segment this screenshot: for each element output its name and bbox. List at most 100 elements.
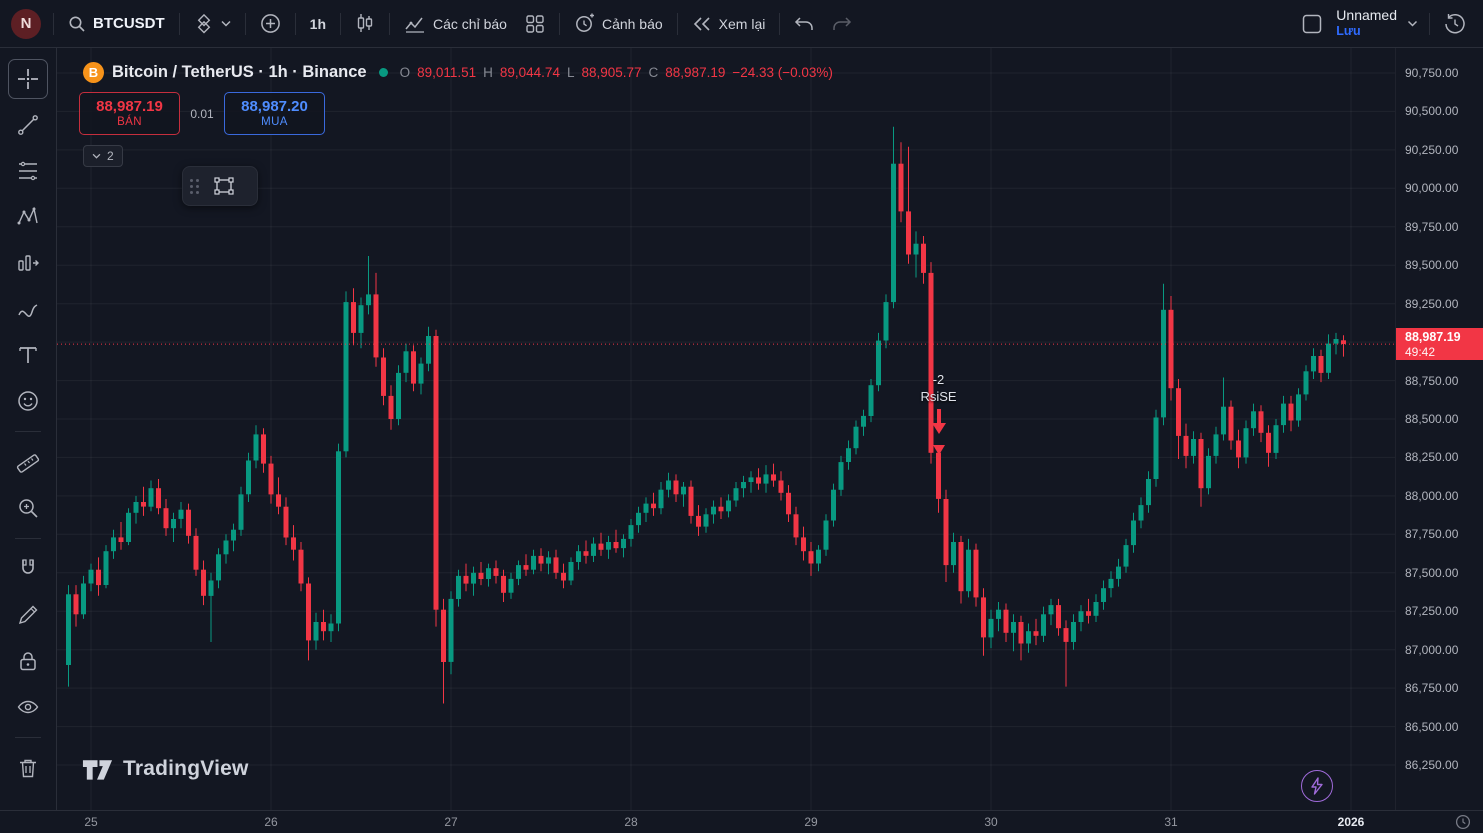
crosshair-tool[interactable]: [8, 59, 48, 99]
save-layout-button[interactable]: Lưu: [1336, 24, 1361, 39]
price-tick-label: 90,250.00: [1405, 142, 1459, 157]
candlestick-chart[interactable]: [57, 48, 1395, 810]
chevron-down-icon: [1407, 20, 1418, 27]
sell-button[interactable]: 88,987.19 BÁN: [79, 92, 180, 135]
price-tick-label: 87,250.00: [1405, 604, 1459, 619]
drawing-mode-tool[interactable]: [8, 595, 48, 635]
current-price-label: 88,987.19 49:42: [1396, 328, 1483, 361]
market-status-dot[interactable]: [378, 68, 388, 77]
layout-history-button[interactable]: [1435, 7, 1475, 41]
interval-button[interactable]: 1h: [301, 7, 335, 41]
price-tick-label: 87,500.00: [1405, 565, 1459, 580]
emoji-tool[interactable]: [8, 381, 48, 421]
price-tick-label: 88,750.00: [1405, 373, 1459, 388]
buy-button[interactable]: 88,987.20 MUA: [224, 92, 325, 135]
price-tick-label: 86,750.00: [1405, 681, 1459, 696]
replay-rewind-icon: [692, 15, 712, 33]
divider: [15, 737, 41, 738]
alert-button[interactable]: Cảnh báo: [565, 7, 672, 41]
price-tick-label: 90,500.00: [1405, 104, 1459, 119]
hide-all-tool[interactable]: [8, 687, 48, 727]
time-tick-label: 25: [84, 815, 98, 829]
current-price-value: 88,987.19: [1405, 330, 1461, 345]
tradingview-logo[interactable]: TradingView: [81, 754, 249, 784]
price-tick-label: 89,500.00: [1405, 258, 1459, 273]
compare-add-button[interactable]: [251, 7, 290, 41]
price-tick-label: 88,250.00: [1405, 450, 1459, 465]
divider: [15, 431, 41, 432]
bitcoin-icon: B: [83, 62, 104, 83]
user-avatar[interactable]: N: [11, 8, 41, 39]
replay-button[interactable]: Xem lại: [683, 7, 775, 41]
low-label: L: [566, 65, 575, 80]
indicators-icon: [404, 14, 426, 34]
trendline-tool[interactable]: [8, 105, 48, 145]
close-value: 88,987.19: [665, 65, 726, 80]
alert-clock-icon: [574, 13, 595, 34]
divider: [15, 538, 41, 539]
close-label: C: [648, 65, 659, 80]
divider: [1429, 12, 1430, 35]
price-tick-label: 88,000.00: [1405, 488, 1459, 503]
divider: [244, 12, 246, 35]
pattern-xabcd-tool[interactable]: [8, 197, 48, 237]
grid-layout-icon: [525, 14, 545, 34]
drag-handle[interactable]: [183, 178, 205, 194]
candlestick-icon: [355, 13, 375, 35]
price-tick-label: 90,750.00: [1405, 66, 1459, 80]
magnet-tool[interactable]: [8, 549, 48, 589]
prediction-tool[interactable]: [8, 243, 48, 283]
legend-symbol-title[interactable]: Bitcoin / TetherUS · 1h · Binance: [112, 63, 367, 81]
high-value: 89,044.74: [499, 65, 560, 80]
divider: [340, 12, 342, 35]
lightning-button[interactable]: [1301, 770, 1333, 802]
price-tick-label: 86,500.00: [1405, 719, 1459, 734]
drawing-toolbar: [0, 48, 57, 810]
lightning-icon: [1311, 777, 1323, 795]
price-tick-label: 89,250.00: [1405, 296, 1459, 311]
rectangle-select-button[interactable]: [205, 169, 243, 203]
buy-price: 88,987.20: [241, 97, 308, 115]
diamond-icon: [194, 13, 214, 34]
chart-pane[interactable]: B Bitcoin / TetherUS · 1h · Binance O 89,…: [57, 48, 1395, 810]
tradingview-mark-icon: [82, 760, 113, 780]
chart-legend: B Bitcoin / TetherUS · 1h · Binance O 89,…: [83, 62, 833, 83]
chevron-down-icon: [221, 20, 231, 27]
zoom-tool[interactable]: [8, 488, 48, 528]
plus-circle-icon: [260, 13, 281, 34]
divider: [294, 12, 296, 35]
fib-retracement-tool[interactable]: [8, 151, 48, 191]
sell-price: 88,987.19: [96, 97, 163, 115]
lock-all-tool[interactable]: [8, 641, 48, 681]
history-clock-icon: [1444, 13, 1466, 35]
time-axis[interactable]: 25 26 27 28 29 30 31 2026: [0, 810, 1483, 833]
measure-ruler-tool[interactable]: [8, 442, 48, 482]
indicator-templates-button[interactable]: [516, 7, 554, 41]
price-tick-label: 90,000.00: [1405, 181, 1459, 196]
divider: [558, 12, 560, 35]
layout-menu-chevron[interactable]: [1401, 7, 1424, 41]
timezone-clock-icon[interactable]: [1455, 814, 1471, 830]
redo-button[interactable]: [823, 7, 861, 41]
brush-tool[interactable]: [8, 289, 48, 329]
alert-label: Cảnh báo: [601, 15, 663, 32]
symbol-search-button[interactable]: BTCUSDT: [59, 7, 174, 41]
delete-all-tool[interactable]: [8, 748, 48, 788]
indicators-button[interactable]: Các chỉ báo: [395, 7, 516, 41]
collapsed-indicators-chip[interactable]: 2: [83, 145, 123, 167]
spread-value: 0.01: [190, 106, 214, 121]
price-axis[interactable]: 88,987.19 49:42 86,250.00 86,500.00 86,750…: [1395, 48, 1483, 810]
text-tool[interactable]: [8, 335, 48, 375]
single-layout-icon: [1301, 13, 1323, 35]
chart-type-button[interactable]: [346, 7, 384, 41]
bar-countdown: 49:42: [1405, 344, 1436, 359]
time-tick-label: 28: [624, 815, 638, 829]
symbol-name: BTCUSDT: [93, 15, 165, 32]
undo-button[interactable]: [785, 7, 823, 41]
tradingview-logo-text: TradingView: [123, 757, 249, 780]
layout-select-button[interactable]: [1292, 7, 1332, 41]
time-tick-label: 27: [444, 815, 458, 829]
layout-name-block[interactable]: Unnamed Lưu: [1332, 7, 1401, 40]
symbol-compare-dropdown[interactable]: [185, 7, 240, 41]
low-value: 88,905.77: [581, 65, 642, 80]
